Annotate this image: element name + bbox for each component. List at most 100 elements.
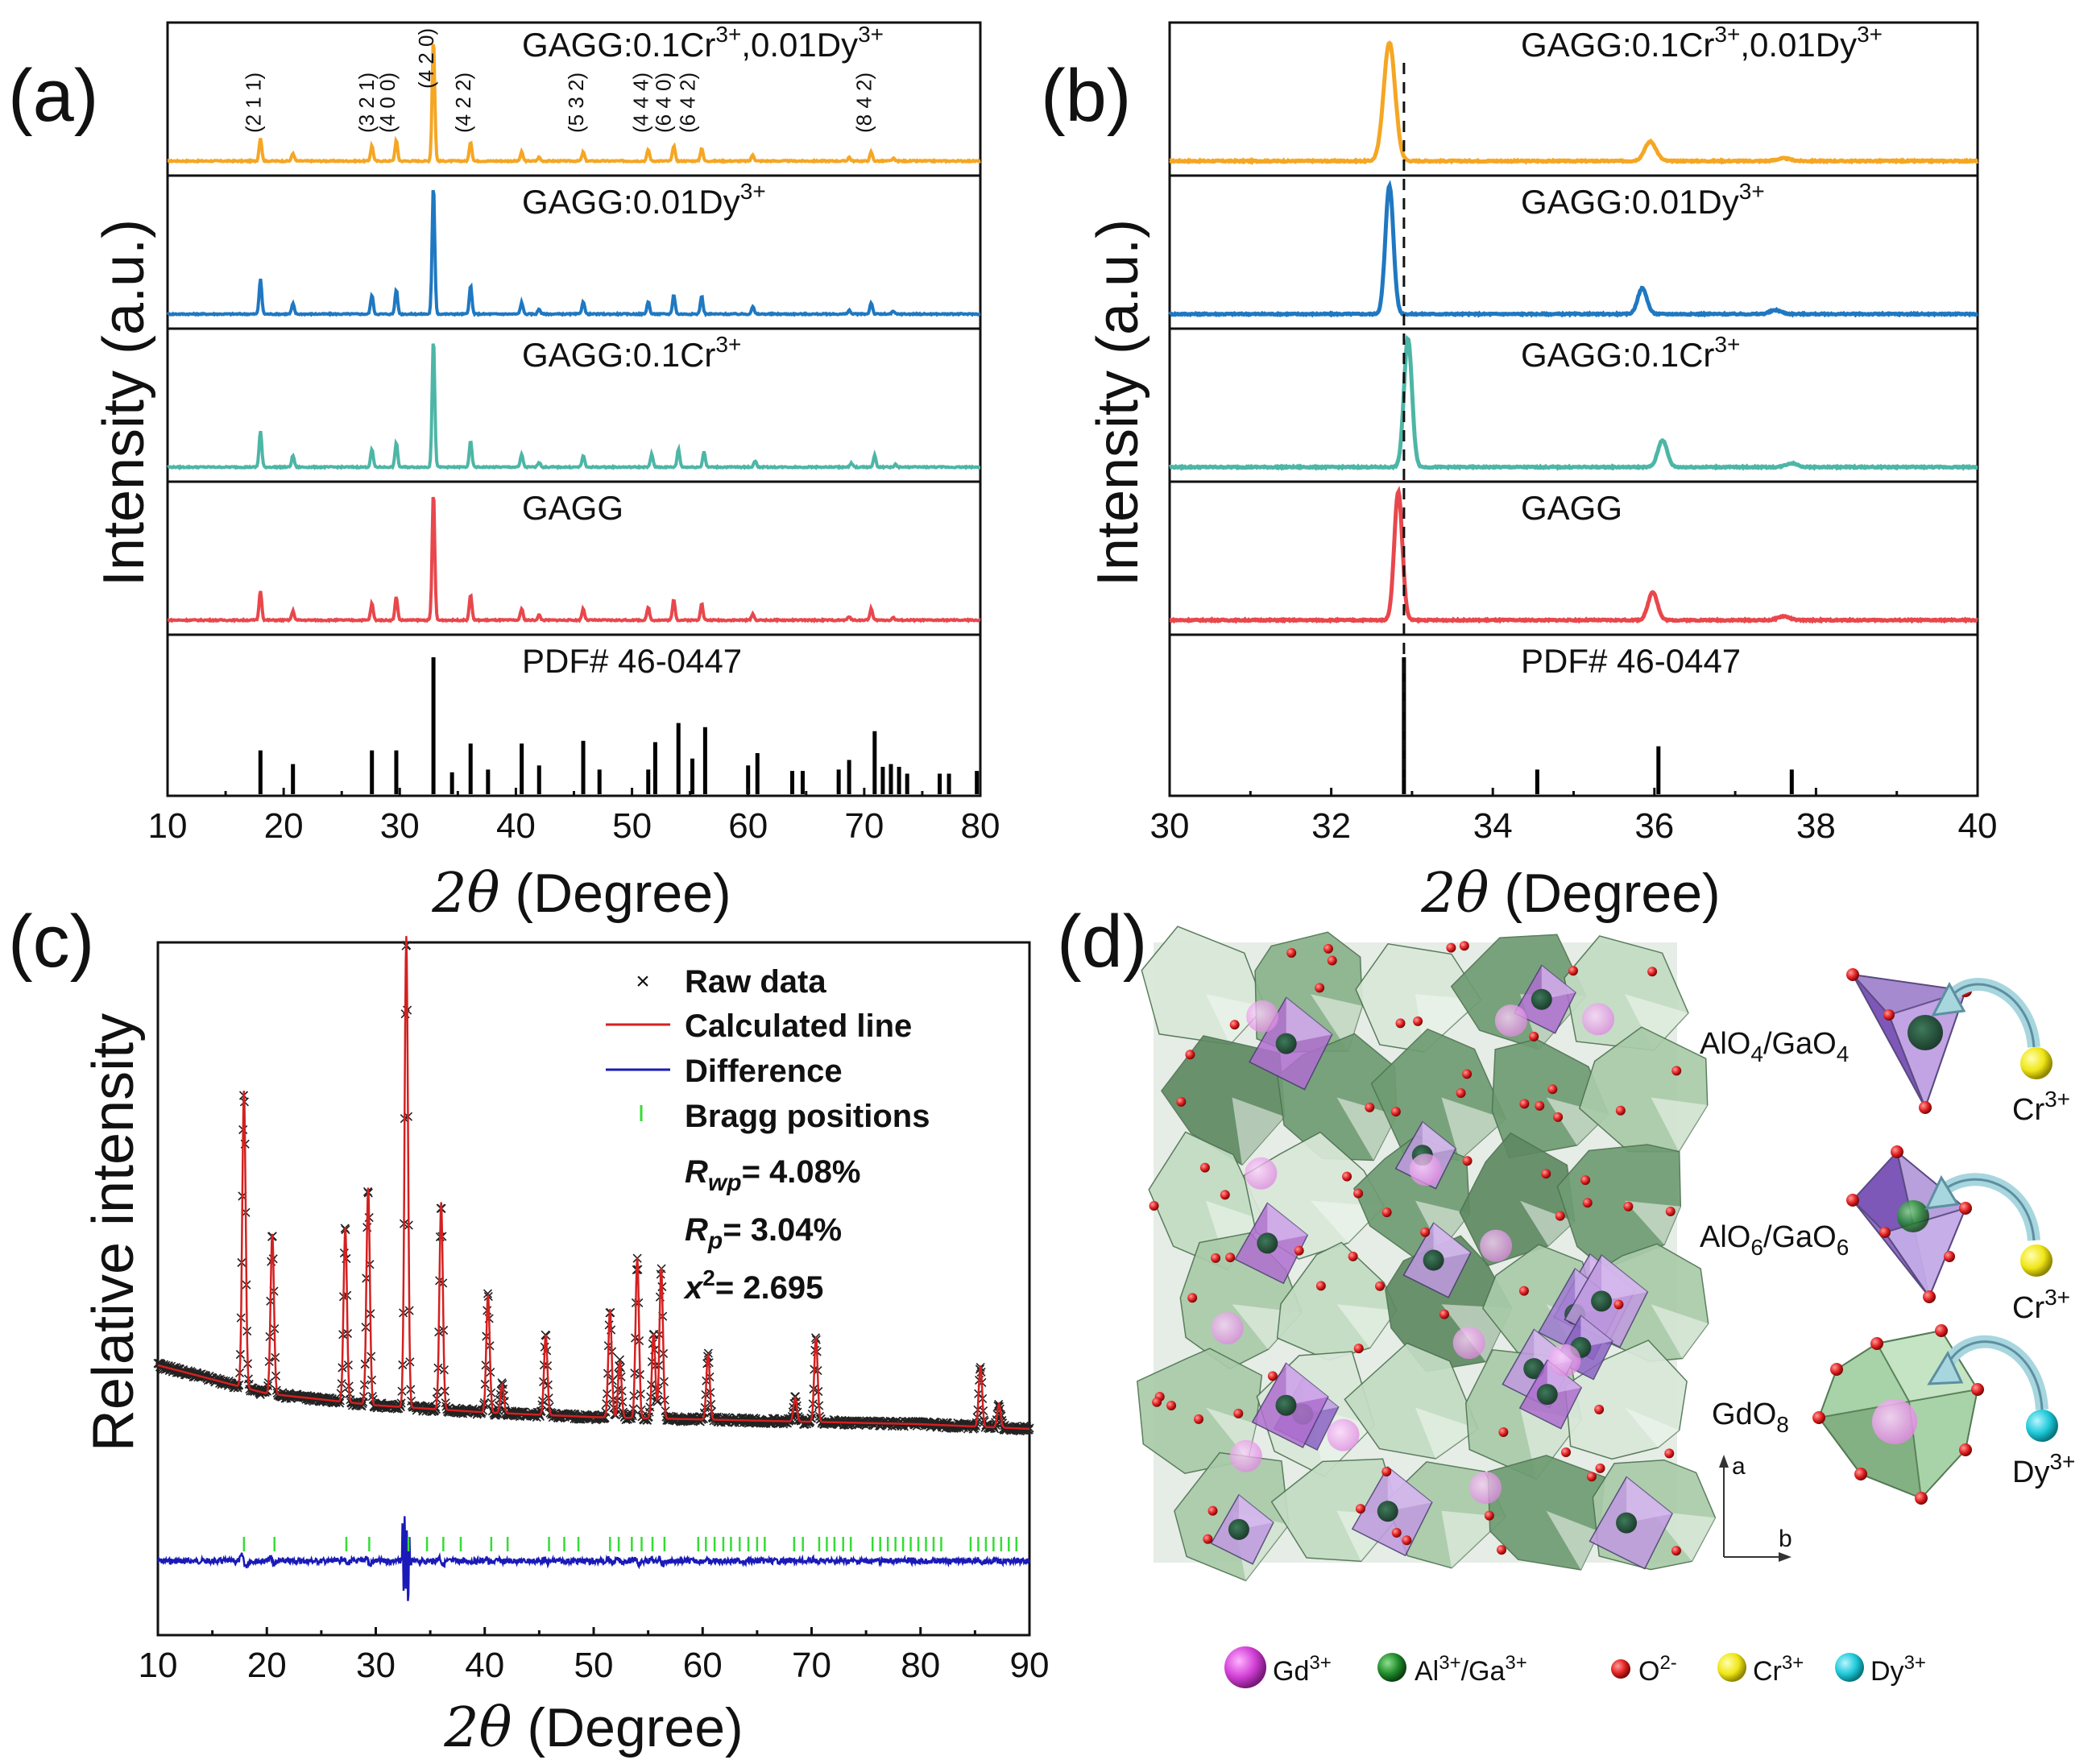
oxygen-atom xyxy=(1220,1190,1230,1200)
oxygen-atom xyxy=(1315,983,1325,993)
panel-c-xlabel: 2θ (Degree) xyxy=(443,1696,743,1760)
x-tick-label: 20 xyxy=(247,1646,287,1685)
label-part: GAGG xyxy=(1521,489,1622,527)
oxygen-atom xyxy=(1381,1207,1392,1218)
oxygen-atom xyxy=(1207,1505,1218,1516)
sample-label: GAGG:0.01Dy3+ xyxy=(1521,179,1765,221)
polyhedron-facet xyxy=(1626,1476,1672,1523)
gd-atom xyxy=(1327,1418,1360,1451)
oxygen-atom xyxy=(1353,1188,1364,1199)
oxygen-atom xyxy=(1225,1253,1236,1263)
xrd-trace-3 xyxy=(167,496,981,624)
al-ga-atom xyxy=(1275,1033,1297,1054)
polyhedron-facet xyxy=(1232,1097,1285,1166)
cr-ion-octa-label: Cr3+ xyxy=(2012,1285,2070,1325)
polyhedron-facet xyxy=(1267,1203,1308,1244)
oxygen-atom xyxy=(1194,1414,1204,1424)
al-ga-atom xyxy=(1257,1232,1278,1254)
xrd-trace-0 xyxy=(1169,40,1979,166)
x-tick-label: 70 xyxy=(792,1646,831,1685)
x-tick-label: 80 xyxy=(961,806,1000,846)
x-tick-label: 30 xyxy=(380,806,420,846)
oxygen-atom xyxy=(1327,955,1337,966)
oxygen-atom xyxy=(1402,1535,1412,1546)
panel-c-label: (c) xyxy=(8,901,94,983)
hkl-label: (6 4 2) xyxy=(675,72,699,133)
polyhedron-facet xyxy=(1651,1304,1709,1359)
al-ga-atom xyxy=(1616,1512,1638,1534)
oxygen-atom xyxy=(1665,1206,1676,1216)
legend-bragg-label: Bragg positions xyxy=(685,1099,930,1134)
plot-frame xyxy=(156,941,1031,1637)
oxygen-atom xyxy=(1535,1100,1545,1111)
label-sup: 3+ xyxy=(1739,179,1765,204)
x-tick-label: 70 xyxy=(844,806,884,846)
panel-a-sample-labels: GAGG:0.1Cr3+,0.01Dy3+GAGG:0.01Dy3+GAGG:0… xyxy=(522,22,884,680)
oxygen-atom xyxy=(1166,1401,1177,1411)
x-tick-label: 38 xyxy=(1796,806,1836,846)
panel-a-frame xyxy=(166,21,982,797)
x-tick-label: 40 xyxy=(1958,806,1998,846)
xrd-trace-0 xyxy=(167,43,981,165)
panel-c: (c) Relative intensity 10 20 30 40 50 60 70 80 9… xyxy=(8,901,1049,1760)
sample-label: GAGG xyxy=(522,489,623,527)
label-part: GAGG:0.1Cr xyxy=(522,26,715,64)
oxygen-atom xyxy=(1294,1245,1304,1256)
panel-b-ylabel: Intensity (a.u.) xyxy=(1086,219,1150,586)
oxygen-atom xyxy=(1152,1397,1162,1407)
gd-atom xyxy=(1582,1003,1615,1036)
sample-label: GAGG:0.01Dy3+ xyxy=(522,179,766,221)
legend-raw-marker: × xyxy=(636,968,650,995)
oxygen-atom xyxy=(1555,1211,1565,1221)
axis-b-label: b xyxy=(1779,1526,1792,1552)
polyhedron-facet xyxy=(1387,1467,1432,1512)
polyhedron-facet xyxy=(1546,1097,1609,1145)
gd-atom xyxy=(1548,1344,1581,1377)
legend-calc-label: Calculated line xyxy=(685,1008,912,1044)
oxygen-atom xyxy=(1664,1448,1675,1459)
label-sup: 3+ xyxy=(1714,332,1740,357)
x-tick-label: 10 xyxy=(139,1646,178,1685)
polyhedron-facet xyxy=(1541,965,1576,1000)
poly-label-tetra: AlO4/GaO4 xyxy=(1700,1027,1849,1066)
gd-atom xyxy=(1480,1229,1513,1262)
x-tick-label: 50 xyxy=(612,806,652,846)
polyhedron-facet xyxy=(1433,1223,1471,1261)
crystal-structure xyxy=(1137,925,1717,1582)
panel-b-frame xyxy=(1168,21,1979,797)
oxygen-atom xyxy=(1342,1171,1352,1182)
label-part: GAGG xyxy=(522,489,623,527)
x-tick-label: 34 xyxy=(1473,806,1513,846)
lattice-axes: a b xyxy=(1719,1453,1792,1562)
polyhedron-facet xyxy=(1286,1363,1328,1406)
legend-dy-label: Dy3+ xyxy=(1870,1652,1926,1687)
panel-a-ylabel: Intensity (a.u.) xyxy=(92,219,156,586)
label-part: ,0.01Dy xyxy=(741,26,858,64)
polyhedron-facet xyxy=(1336,1097,1397,1161)
panel-b-sample-labels: GAGG:0.1Cr3+,0.01Dy3+GAGG:0.01Dy3+GAGG:0… xyxy=(1521,22,1883,680)
label-part: GAGG:0.1Cr xyxy=(1521,336,1714,374)
hkl-label: (3 2 1) xyxy=(354,72,379,133)
substitution-arrows xyxy=(1924,978,2048,1410)
panel-b-xlabel: 2θ (Degree) xyxy=(1420,862,1720,925)
label-part: GAGG:0.01Dy xyxy=(1521,183,1739,221)
x-tick-label: 40 xyxy=(496,806,536,846)
legend-gd-sphere xyxy=(1224,1646,1266,1688)
al-ga-atom xyxy=(1228,1518,1249,1540)
al-ga-atom xyxy=(1423,1249,1444,1271)
calculated-line xyxy=(157,936,1030,1431)
panel-b: (b) Intensity (a.u.) GAGG:0.1Cr3+,0.01Dy… xyxy=(1041,21,1998,925)
x-tick-label: 32 xyxy=(1311,806,1351,846)
octahedron-model xyxy=(1846,1145,1972,1303)
gd-atom xyxy=(1469,1471,1502,1504)
oxygen-atom xyxy=(1229,1020,1240,1030)
x-tick-label: 60 xyxy=(728,806,768,846)
al-ga-atom xyxy=(1275,1394,1297,1416)
oxygen-atom xyxy=(1462,1069,1473,1079)
hkl-label: (5 3 2) xyxy=(564,72,588,133)
hkl-label: (4 2 2) xyxy=(451,72,475,133)
xrd-trace-3 xyxy=(1169,486,1978,624)
sample-label: GAGG:0.1Cr3+ xyxy=(522,332,741,374)
panel-b-x-ticks: 30 32 34 36 38 40 xyxy=(1150,788,1998,846)
label-sup: 3+ xyxy=(1857,22,1883,47)
